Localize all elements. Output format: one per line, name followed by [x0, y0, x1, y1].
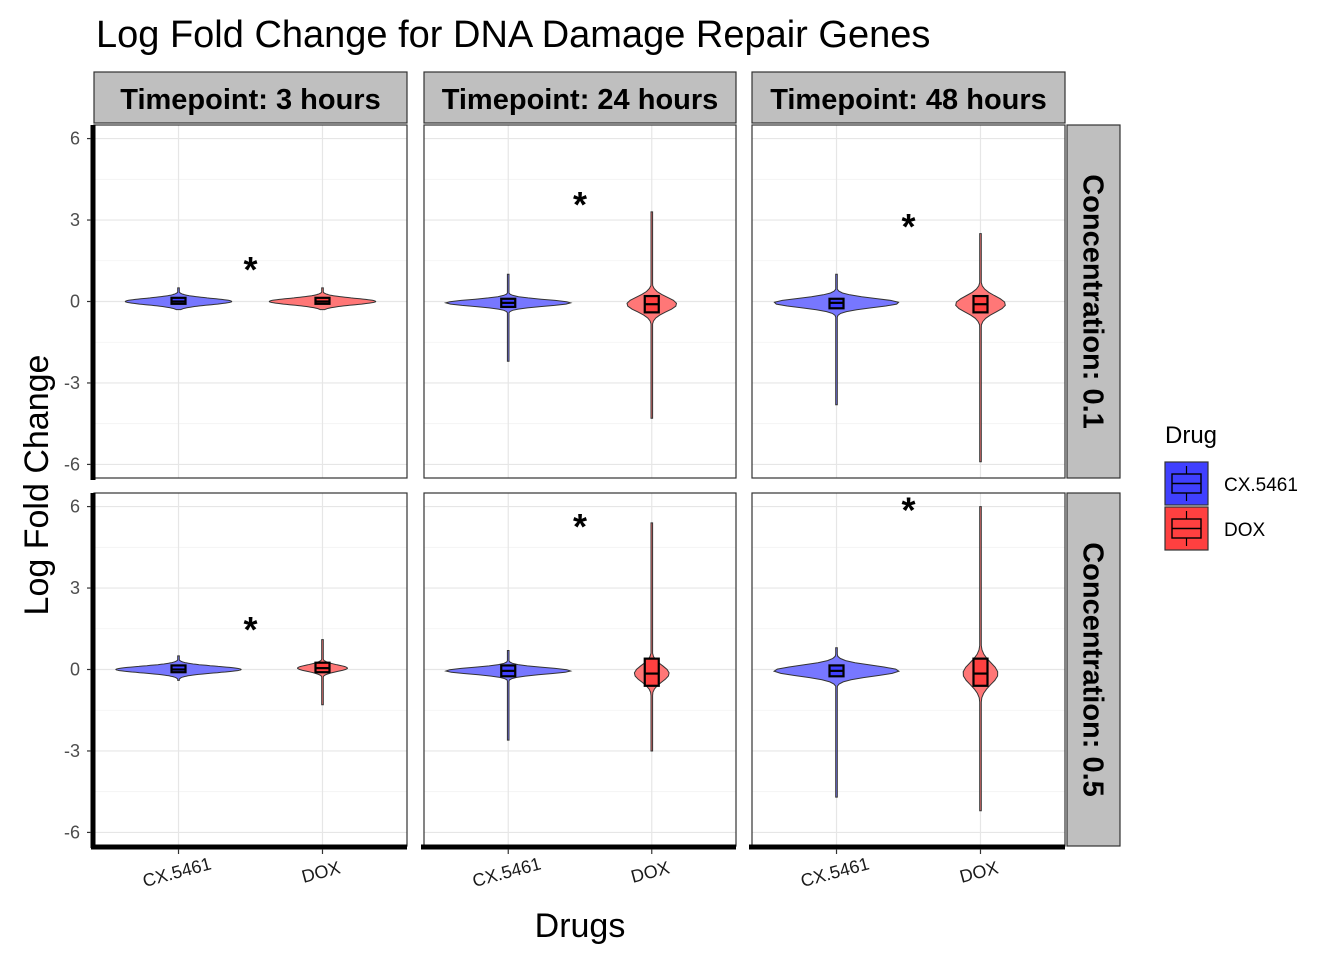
y-tick-label: -3 [64, 373, 80, 393]
row-strip-1 [1066, 124, 1121, 479]
significance-star: * [573, 506, 587, 547]
significance-star: * [901, 490, 915, 531]
column-strip-label-3: Timepoint: 48 hours [770, 84, 1047, 116]
column-strip-2 [423, 71, 737, 124]
x-tick-label: CX.5461 [799, 853, 872, 890]
y-tick-label: 6 [70, 497, 80, 517]
panel-r1-c1: * -6 -3 0 3 6 [64, 124, 408, 480]
chart-title: Log Fold Change for DNA Damage Repair Ge… [96, 14, 930, 56]
y-tick-label: 0 [70, 660, 80, 680]
significance-star: * [243, 249, 257, 290]
panel-r2-c1: * -6 -3 0 3 6 CX.5461 DOX [64, 492, 408, 891]
violin-dox [955, 233, 1006, 463]
x-tick-label: CX.5461 [141, 853, 214, 890]
y-tick-label: 3 [70, 578, 80, 598]
significance-star: * [573, 184, 587, 225]
column-strip-3 [751, 71, 1066, 124]
y-axis-title: Log Fold Change [18, 355, 56, 616]
legend-label-1: CX.5461 [1224, 475, 1298, 496]
violin-cx5461 [444, 650, 573, 741]
row-strips: Concentration: 0.1 Concentration: 0.5 [1066, 124, 1121, 847]
row-strip-label-1: Concentration: 0.1 [1077, 174, 1109, 429]
y-tick-label: 6 [70, 129, 80, 149]
y-tick-label: -3 [64, 741, 80, 761]
column-strip-1 [93, 71, 408, 124]
significance-star: * [901, 206, 915, 247]
violin-dox [626, 211, 678, 419]
legend: Drug CX.5461 DOX [1164, 422, 1298, 551]
panel-border [751, 124, 1066, 479]
y-tick-label: -6 [64, 454, 80, 474]
row-strip-2 [1066, 492, 1121, 847]
violin-dox [633, 522, 670, 752]
significance-star: * [243, 609, 257, 650]
panel-r1-c2: * [423, 124, 737, 479]
x-axis-title: Drugs [535, 907, 626, 945]
panel-r2-c2: * CX.5461 DOX [421, 492, 737, 891]
column-strip-label-2: Timepoint: 24 hours [442, 84, 719, 116]
box-dox [643, 657, 660, 687]
x-tick-label: DOX [300, 857, 343, 886]
column-strips: Timepoint: 3 hours Timepoint: 24 hours Tim… [93, 71, 1066, 124]
row-strip-label-2: Concentration: 0.5 [1077, 542, 1109, 797]
violin-cx5461 [772, 647, 901, 798]
legend-label-2: DOX [1224, 520, 1266, 541]
panel-r2-c3: * CX.5461 DOX [749, 490, 1066, 891]
violin-cx5461 [443, 273, 573, 362]
y-tick-label: -6 [64, 822, 80, 842]
box-dox [972, 657, 989, 687]
legend-key-2: DOX [1164, 506, 1266, 551]
violin-cx5461 [773, 273, 900, 406]
panel-border [423, 124, 737, 479]
x-tick-label: DOX [629, 857, 672, 886]
y-tick-label: 0 [70, 292, 80, 312]
y-tick-label: 3 [70, 210, 80, 230]
column-strip-label-1: Timepoint: 3 hours [120, 84, 380, 116]
legend-title: Drug [1165, 422, 1217, 449]
x-tick-label: CX.5461 [470, 853, 543, 890]
panel-r1-c3: * [751, 124, 1066, 479]
x-tick-label: DOX [958, 857, 1001, 886]
legend-key-1: CX.5461 [1164, 461, 1298, 506]
